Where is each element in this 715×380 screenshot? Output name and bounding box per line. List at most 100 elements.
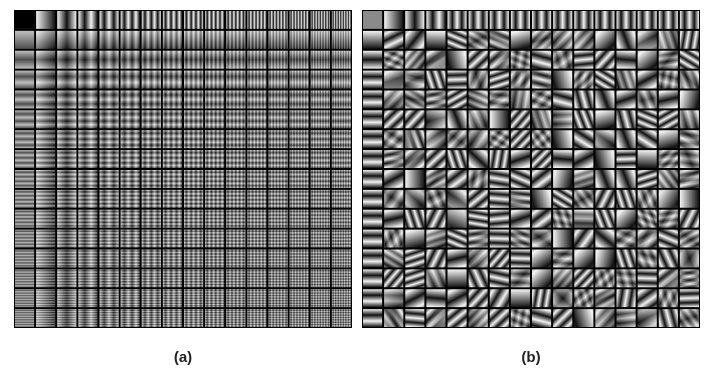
atom xyxy=(447,90,467,109)
atom xyxy=(489,289,509,308)
atom xyxy=(532,150,552,168)
atom-overlay xyxy=(289,150,309,168)
atom-overlay xyxy=(553,309,573,327)
atom-overlay xyxy=(36,90,56,109)
atom xyxy=(363,110,383,129)
atom-overlay xyxy=(184,170,204,188)
atom-overlay xyxy=(141,70,161,89)
atom-overlay xyxy=(36,269,56,288)
atom xyxy=(595,170,615,188)
atom xyxy=(384,30,404,49)
atom xyxy=(595,50,615,69)
atom-overlay xyxy=(384,50,404,69)
atom-overlay xyxy=(15,130,35,149)
atom-overlay xyxy=(205,30,225,49)
atom xyxy=(384,209,404,228)
atom-overlay xyxy=(205,209,225,228)
atom xyxy=(679,289,699,308)
atom xyxy=(510,249,530,268)
atom-overlay xyxy=(574,229,594,248)
atom-overlay xyxy=(637,209,657,228)
atom xyxy=(447,309,467,327)
atom-overlay xyxy=(36,209,56,228)
atom xyxy=(363,150,383,168)
atom xyxy=(426,249,446,268)
atom-overlay xyxy=(141,90,161,109)
atom-overlay xyxy=(184,110,204,129)
atom-overlay xyxy=(57,90,77,109)
atom-overlay xyxy=(310,189,330,208)
atom-overlay xyxy=(384,150,404,168)
atom-overlay xyxy=(226,209,246,228)
atom-overlay xyxy=(468,30,488,49)
atom xyxy=(405,30,425,49)
atom-overlay xyxy=(141,249,161,268)
atom-overlay xyxy=(247,249,267,268)
atom-overlay xyxy=(57,229,77,248)
atom xyxy=(226,11,246,29)
atom xyxy=(679,50,699,69)
atom-overlay xyxy=(679,70,699,89)
atom-overlay xyxy=(120,150,140,168)
atom-overlay xyxy=(468,309,488,327)
atom-overlay xyxy=(426,229,446,248)
atom xyxy=(363,50,383,69)
atom-overlay xyxy=(268,70,288,89)
atom-overlay xyxy=(310,289,330,308)
atom-overlay xyxy=(99,189,119,208)
atom-overlay xyxy=(99,170,119,188)
atom-overlay xyxy=(289,70,309,89)
atom-overlay xyxy=(57,130,77,149)
atom-overlay xyxy=(141,289,161,308)
atom-overlay xyxy=(36,229,56,248)
atom xyxy=(616,289,636,308)
atom-overlay xyxy=(184,309,204,327)
atom-overlay xyxy=(426,110,446,129)
atom-overlay xyxy=(426,269,446,288)
atom-overlay xyxy=(15,189,35,208)
atom-overlay xyxy=(99,289,119,308)
atom xyxy=(405,11,425,29)
atom xyxy=(363,70,383,89)
atom xyxy=(532,11,552,29)
atom xyxy=(637,50,657,69)
atom xyxy=(384,11,404,29)
atom-overlay xyxy=(268,289,288,308)
atom-overlay xyxy=(184,50,204,69)
atom-overlay xyxy=(99,150,119,168)
atom-overlay xyxy=(574,289,594,308)
atom-overlay xyxy=(510,90,530,109)
atom-overlay xyxy=(120,189,140,208)
atom-overlay xyxy=(268,249,288,268)
atom xyxy=(637,269,657,288)
atom-overlay xyxy=(384,70,404,89)
atom-overlay xyxy=(120,30,140,49)
atom xyxy=(489,110,509,129)
atom-overlay xyxy=(310,50,330,69)
atom-overlay xyxy=(426,189,446,208)
atom-overlay xyxy=(553,269,573,288)
atom-overlay xyxy=(57,150,77,168)
atom-overlay xyxy=(36,289,56,308)
atom-overlay xyxy=(616,70,636,89)
atom xyxy=(532,50,552,69)
atom-overlay xyxy=(510,50,530,69)
atom-overlay xyxy=(574,70,594,89)
atom xyxy=(468,209,488,228)
atom-overlay xyxy=(658,50,678,69)
atom-overlay xyxy=(489,170,509,188)
atom-overlay xyxy=(679,150,699,168)
atom-overlay xyxy=(36,249,56,268)
atom-overlay xyxy=(141,170,161,188)
atom-overlay xyxy=(574,30,594,49)
atom xyxy=(679,189,699,208)
atom-overlay xyxy=(162,130,182,149)
atom xyxy=(384,110,404,129)
atom-overlay xyxy=(205,170,225,188)
atom xyxy=(532,269,552,288)
atom-overlay xyxy=(247,289,267,308)
atom-overlay xyxy=(595,309,615,327)
atom xyxy=(595,110,615,129)
atom xyxy=(553,90,573,109)
atom-overlay xyxy=(331,269,351,288)
